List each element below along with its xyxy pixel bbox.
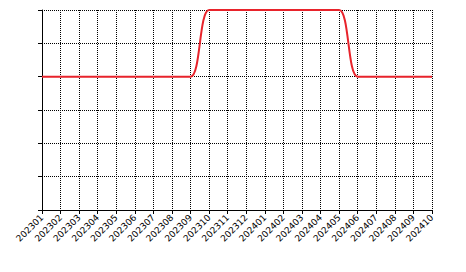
svg-text:202401: 202401	[237, 212, 269, 244]
svg-text:202312: 202312	[218, 212, 250, 244]
svg-text:202305: 202305	[88, 212, 120, 244]
svg-text:202404: 202404	[292, 212, 325, 244]
svg-text:202307: 202307	[125, 212, 157, 244]
svg-text:202410: 202410	[404, 212, 436, 244]
svg-text:202306: 202306	[107, 212, 139, 244]
svg-text:202409: 202409	[385, 212, 417, 244]
svg-text:202403: 202403	[274, 212, 306, 244]
svg-text:202402: 202402	[255, 212, 287, 244]
svg-text:202302: 202302	[32, 212, 65, 244]
svg-text:202308: 202308	[144, 212, 176, 244]
svg-text:202301: 202301	[14, 212, 46, 244]
svg-text:202408: 202408	[367, 212, 399, 244]
svg-text:202311: 202311	[199, 212, 232, 244]
svg-text:202304: 202304	[69, 212, 102, 244]
svg-text:202310: 202310	[181, 212, 213, 244]
svg-text:202309: 202309	[162, 212, 195, 244]
svg-text:202407: 202407	[348, 212, 380, 244]
svg-text:202303: 202303	[51, 212, 83, 244]
svg-text:202405: 202405	[311, 212, 343, 244]
svg-text:202406: 202406	[329, 212, 362, 244]
